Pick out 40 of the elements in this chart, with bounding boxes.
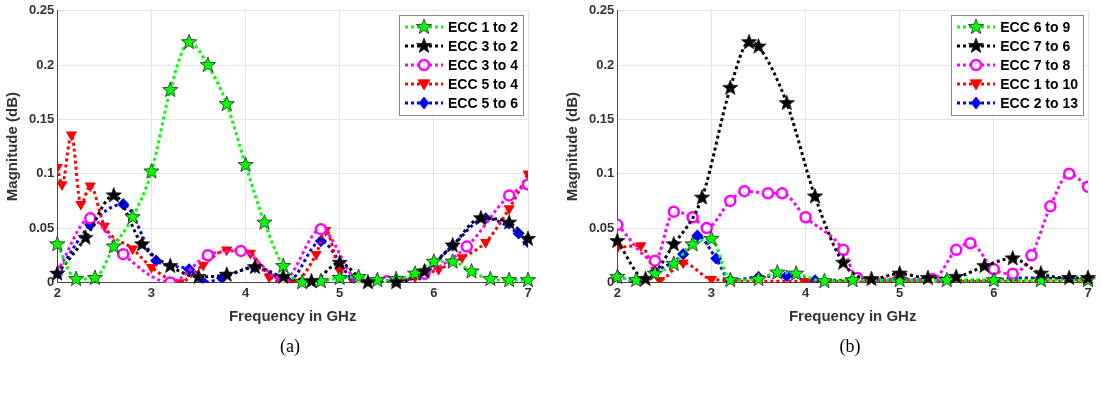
y-tick-label: 0 xyxy=(47,273,55,289)
text: (a) xyxy=(279,336,301,357)
y-tick-label: 0.1 xyxy=(36,165,55,181)
x-tick-label: 5 xyxy=(336,284,344,300)
x-tick-label: 7 xyxy=(524,284,532,300)
y-tick-label: 0.25 xyxy=(28,2,55,18)
y-tick-label: 0.1 xyxy=(596,165,615,181)
legend-label: ECC 5 to 6 xyxy=(447,93,518,113)
legend-label: ECC 5 to 4 xyxy=(447,74,518,94)
legend-label: ECC 1 to 10 xyxy=(1000,74,1078,94)
legend-label: ECC 1 to 2 xyxy=(447,17,518,37)
legend-label: ECC 7 to 6 xyxy=(1000,36,1071,56)
y-tick-label: 0.25 xyxy=(588,2,615,18)
x-tick-label: 4 xyxy=(801,284,810,300)
x-axis-title: Frequency in GHz xyxy=(788,307,917,325)
x-tick-label: 3 xyxy=(147,284,156,300)
legend-label: ECC 2 to 13 xyxy=(1000,93,1078,113)
y-axis-title: Magnitude (dB) xyxy=(3,92,21,202)
x-tick-label: 3 xyxy=(707,284,716,300)
y-tick-label: 0 xyxy=(607,273,615,289)
legend-label: ECC 3 to 4 xyxy=(447,55,518,75)
y-axis-title: Magnitude (dB) xyxy=(563,92,581,202)
legend-label: ECC 3 to 2 xyxy=(447,36,518,56)
text: (b) xyxy=(838,336,862,357)
x-tick-label: 2 xyxy=(53,284,61,300)
y-tick-label: 0.2 xyxy=(596,56,615,72)
x-tick-label: 5 xyxy=(896,284,904,300)
y-tick-label: 0.2 xyxy=(36,56,55,72)
y-tick-label: 0.05 xyxy=(588,219,615,235)
x-tick-label: 6 xyxy=(430,284,438,300)
x-tick-label: 7 xyxy=(1084,284,1092,300)
y-tick-label: 0.15 xyxy=(588,111,615,127)
x-tick-label: 2 xyxy=(613,284,621,300)
y-tick-label: 0.15 xyxy=(28,111,55,127)
legend-label: ECC 7 to 8 xyxy=(1000,55,1071,75)
y-tick-label: 0.05 xyxy=(28,219,55,235)
x-tick-label: 4 xyxy=(241,284,250,300)
x-axis-title: Frequency in GHz xyxy=(228,307,357,325)
legend-label: ECC 6 to 9 xyxy=(1000,17,1071,37)
x-tick-label: 6 xyxy=(990,284,998,300)
